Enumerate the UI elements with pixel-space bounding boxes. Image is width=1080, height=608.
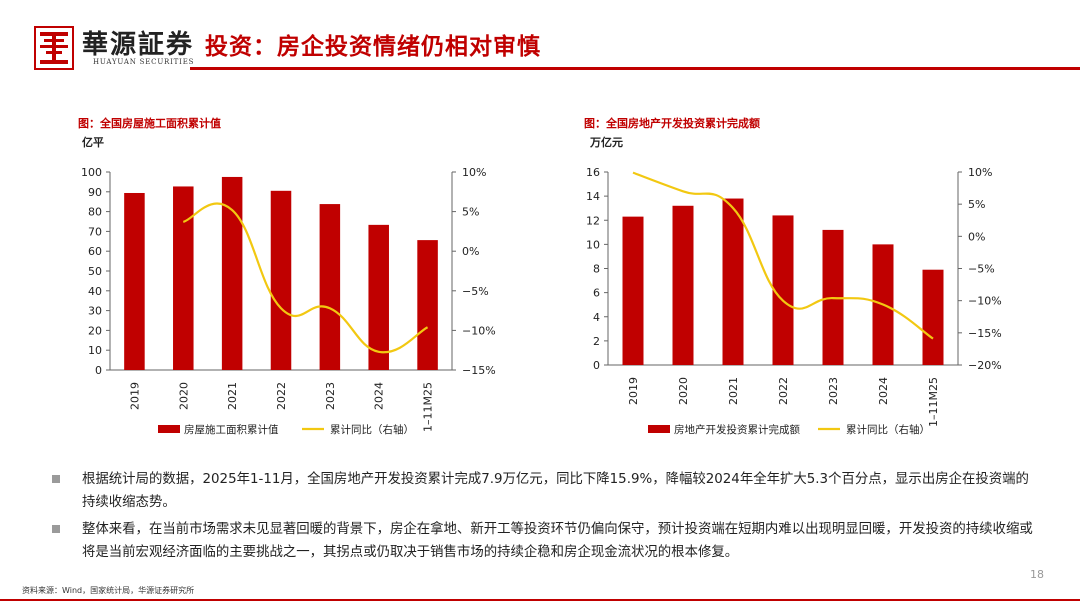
legend-bar-swatch: [648, 425, 670, 433]
right-axis-tick-label: 10%: [462, 166, 486, 179]
x-axis-tick-label: 1–11M25: [422, 382, 435, 432]
x-axis-tick-label: 2021: [727, 377, 740, 405]
left-axis-tick-label: 50: [88, 265, 102, 278]
bullet-list: 根据统计局的数据，2025年1-11月，全国房地产开发投资累计完成7.9万亿元，…: [52, 468, 1042, 568]
bullet-text: 根据统计局的数据，2025年1-11月，全国房地产开发投资累计完成7.9万亿元，…: [82, 472, 1029, 510]
left-axis-tick-label: 14: [586, 190, 600, 203]
brand-name: 華源証券: [82, 30, 195, 60]
brand-name-english: HUAYUAN SECURITIES: [93, 58, 195, 66]
right-axis-tick-label: −10%: [462, 324, 496, 337]
bar: [173, 186, 194, 370]
bar: [417, 240, 438, 370]
x-axis-tick-label: 2020: [177, 382, 190, 410]
bar: [772, 215, 794, 365]
x-axis-tick-label: 2024: [877, 377, 890, 405]
left-axis-tick-label: 0: [95, 364, 102, 377]
x-axis-tick-label: 2019: [128, 382, 141, 410]
chart-development-investment: 0 2 4 6 8 10 12 14 16 −20% −15% −10% −5% 0% 5% 10% 2019 2…: [586, 166, 1002, 436]
page-title: 投资：房企投资情绪仍相对审慎: [205, 34, 541, 60]
bar: [124, 192, 145, 370]
left-axis-tick-label: 100: [81, 166, 102, 179]
right-axis-tick-label: −15%: [968, 327, 1002, 340]
yoy-line: [182, 202, 429, 354]
x-axis-tick-label: 2019: [627, 377, 640, 405]
right-axis-tick-label: 0%: [462, 245, 479, 258]
right-axis-tick-label: 5%: [968, 198, 985, 211]
bar: [270, 190, 292, 370]
bar: [922, 269, 944, 365]
chart2-unit: 万亿元: [590, 136, 623, 149]
x-axis-tick-label: 2020: [677, 377, 690, 405]
bar: [221, 176, 243, 370]
x-axis-tick-label: 2023: [324, 382, 337, 410]
page-number: 18: [1030, 568, 1044, 581]
chart2-caption: 图：全国房地产开发投资累计完成额: [584, 117, 760, 130]
x-axis-tick-label: 2021: [226, 382, 239, 410]
left-axis-tick-label: 20: [88, 324, 102, 337]
right-axis-tick-label: 10%: [968, 166, 992, 179]
legend-bar-label: 房地产开发投资累计完成额: [674, 423, 800, 436]
left-axis-tick-label: 8: [593, 263, 600, 276]
left-axis-tick-label: 2: [593, 335, 600, 348]
legend-bar-swatch: [158, 425, 180, 433]
x-axis-tick-label: 2022: [275, 382, 288, 410]
left-axis-tick-label: 10: [586, 238, 600, 251]
legend-line-label: 累计同比（右轴）: [846, 423, 930, 436]
bullet-square-icon: [52, 475, 60, 483]
x-axis-tick-label: 2024: [373, 382, 386, 410]
right-axis-tick-label: −5%: [462, 285, 489, 298]
left-axis-tick-label: 70: [88, 225, 102, 238]
left-axis-tick-label: 12: [586, 214, 600, 227]
bullet-item: 整体来看，在当前市场需求未见显著回暖的背景下，房企在拿地、新开工等投资环节仍偏向…: [52, 518, 1042, 564]
legend-line-label: 累计同比（右轴）: [330, 423, 414, 436]
left-axis-tick-label: 80: [88, 206, 102, 219]
source-note: 资料来源：Wind，国家统计局，华源证券研究所: [22, 586, 195, 595]
yoy-line: [632, 171, 934, 340]
left-axis-tick-label: 40: [88, 285, 102, 298]
bar: [319, 204, 341, 370]
left-axis-tick-label: 16: [586, 166, 600, 179]
bar: [672, 205, 694, 365]
right-axis-tick-label: −5%: [968, 263, 995, 276]
x-axis-tick-label: 2023: [827, 377, 840, 405]
footer-divider: [0, 599, 1080, 601]
right-axis-tick-label: 5%: [462, 206, 479, 219]
right-axis-tick-label: −20%: [968, 359, 1002, 372]
bullet-item: 根据统计局的数据，2025年1-11月，全国房地产开发投资累计完成7.9万亿元，…: [52, 468, 1042, 514]
left-axis-tick-label: 30: [88, 305, 102, 318]
header-divider: [190, 67, 1080, 70]
left-axis-tick-label: 6: [593, 287, 600, 300]
bar: [722, 198, 744, 365]
left-axis-tick-label: 60: [88, 245, 102, 258]
x-axis-tick-label: 2022: [777, 377, 790, 405]
left-axis-tick-label: 0: [593, 359, 600, 372]
left-axis-tick-label: 4: [593, 311, 600, 324]
x-axis-tick-label: 1–11M25: [927, 377, 940, 427]
right-axis-tick-label: −15%: [462, 364, 496, 377]
left-axis-tick-label: 90: [88, 186, 102, 199]
bar: [368, 224, 389, 370]
bullet-square-icon: [52, 525, 60, 533]
bar: [622, 216, 644, 365]
chart-construction-area: 0 10 20 30 40 50 60 70 80 90 100 −15% −10% −5% 0% 5% 10%…: [81, 166, 496, 436]
legend-bar-label: 房屋施工面积累计值: [184, 423, 279, 436]
right-axis-tick-label: 0%: [968, 230, 985, 243]
chart1-unit: 亿平: [82, 136, 104, 149]
chart1-caption: 图：全国房屋施工面积累计值: [78, 117, 221, 130]
company-logo: [34, 26, 74, 70]
bullet-text: 整体来看，在当前市场需求未见显著回暖的背景下，房企在拿地、新开工等投资环节仍偏向…: [82, 522, 1033, 560]
left-axis-tick-label: 10: [88, 344, 102, 357]
right-axis-tick-label: −10%: [968, 295, 1002, 308]
